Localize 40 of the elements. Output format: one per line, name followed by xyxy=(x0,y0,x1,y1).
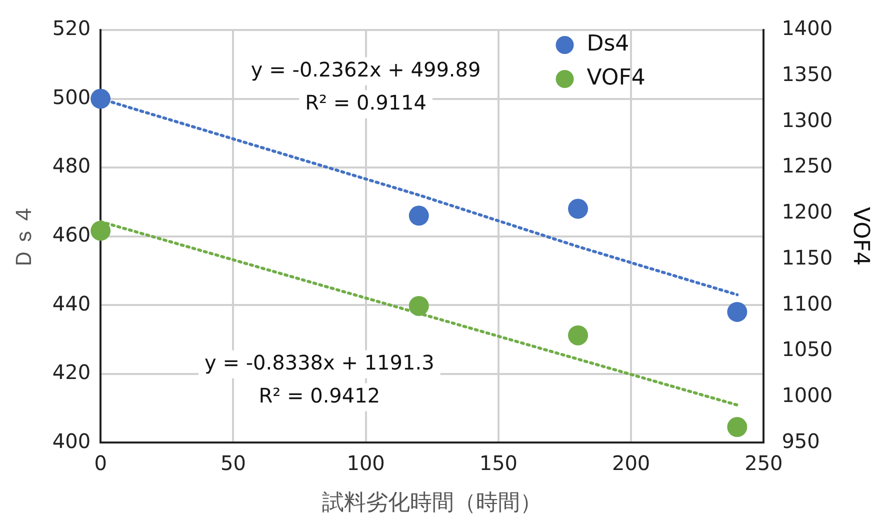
y-tick-label: 440 xyxy=(52,291,91,316)
point xyxy=(568,198,588,219)
legend-label: Ds4 xyxy=(586,32,630,57)
point xyxy=(90,88,111,109)
y2-tick-label: 950 xyxy=(782,428,820,453)
x-tick-label: 150 xyxy=(479,450,518,475)
y2-tick-label: 1050 xyxy=(782,337,833,362)
y-tick-label: 460 xyxy=(52,222,91,247)
x-tick-label: 100 xyxy=(346,450,385,475)
y2-axis-title: VOF4 xyxy=(848,206,874,266)
x-tick-label: 200 xyxy=(612,450,650,475)
y-tick-label: 520 xyxy=(52,16,91,40)
annotation: y = -0.2362x + 499.89 xyxy=(250,57,481,82)
y2-tick-label: 1300 xyxy=(782,108,833,132)
point xyxy=(90,220,111,241)
x-axis-title: 試料劣化時間（時間） xyxy=(322,490,542,516)
x-tick-label: 0 xyxy=(94,450,107,475)
y-axis-title: Ｄｓ４ xyxy=(12,203,37,270)
y-tick-label: 500 xyxy=(52,84,91,109)
annotation: R² = 0.9412 xyxy=(258,383,380,408)
y2-tick-label: 1200 xyxy=(782,200,833,224)
y2-tick-label: 1350 xyxy=(782,62,833,86)
x-tick-label: 50 xyxy=(220,450,246,475)
y2-tick-label: 1100 xyxy=(782,291,833,316)
point xyxy=(727,417,748,438)
x-tick-label: 250 xyxy=(744,450,783,475)
annotation: R² = 0.9114 xyxy=(305,90,427,114)
point xyxy=(568,325,588,346)
y-tick-label: 480 xyxy=(52,154,91,178)
y2-tick-label: 1250 xyxy=(782,154,833,178)
y2-tick-label: 1400 xyxy=(782,16,833,40)
y2-tick-label: 1150 xyxy=(782,245,833,270)
annotation: y = -0.8338x + 1191.3 xyxy=(204,350,434,374)
y-tick-label: 400 xyxy=(52,428,91,453)
point xyxy=(727,302,748,322)
y2-tick-label: 1000 xyxy=(782,382,833,407)
point xyxy=(408,206,429,226)
y-tick-label: 420 xyxy=(52,360,91,384)
legend-label: VOF4 xyxy=(586,66,646,91)
point xyxy=(408,296,429,316)
